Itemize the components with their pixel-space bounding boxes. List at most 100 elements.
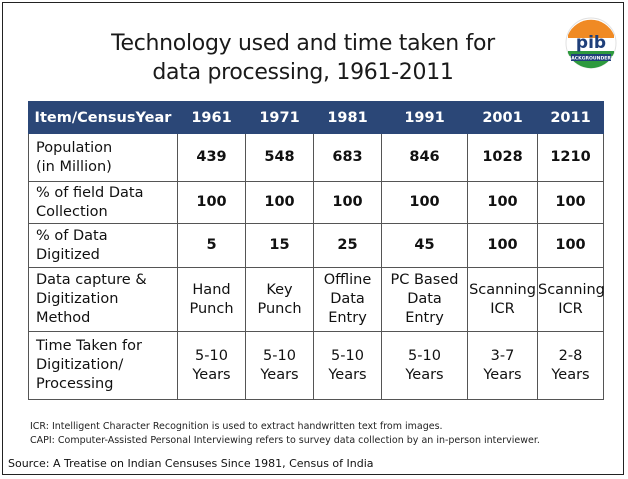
table-cell: 100 xyxy=(381,181,468,224)
cell-line: Key xyxy=(266,281,293,298)
infographic-frame: Technology used and time taken for data … xyxy=(2,2,624,475)
title-line-1: Technology used and time taken for xyxy=(111,31,495,56)
cell-line: 2-8 xyxy=(558,347,583,364)
cell-line: 5-10 xyxy=(195,347,228,364)
header-year: 2011 xyxy=(537,101,604,134)
table-cell: 100 xyxy=(313,181,382,224)
cell-line: 100 xyxy=(332,194,363,210)
header-year: 1971 xyxy=(245,101,314,134)
cell-line: Entry xyxy=(328,310,367,326)
cell-line: ICR xyxy=(490,300,515,317)
footnotes: ICR: Intelligent Character Recognition i… xyxy=(30,420,620,448)
cell-line: 25 xyxy=(337,237,358,253)
row-label-line: Data capture & xyxy=(36,272,147,288)
table-cell: 5-10 Years xyxy=(381,331,468,400)
cell-line: Years xyxy=(260,366,299,383)
row-label: Data capture & Digitization Method xyxy=(28,267,178,332)
table-cell: 100 xyxy=(537,223,604,268)
row-label-line: Method xyxy=(36,310,91,326)
census-table: Item/CensusYear 1961 1971 1981 1991 2001… xyxy=(28,101,605,400)
table-row: Time Taken for Digitization/Processing 5-1… xyxy=(28,331,604,400)
cell-line: 45 xyxy=(414,237,435,253)
row-label-line: Population xyxy=(36,139,113,156)
table-cell: Scanning ICR xyxy=(467,267,538,332)
footnote-icr: ICR: Intelligent Character Recognition i… xyxy=(30,421,443,432)
cell-line: Data xyxy=(330,291,365,307)
table-cell: 100 xyxy=(467,181,538,224)
header-item: Item/CensusYear xyxy=(28,101,178,134)
cell-line: 5-10 xyxy=(263,347,296,364)
cell-line: 5-10 xyxy=(331,347,364,364)
cell-line: Entry xyxy=(405,310,444,326)
cell-line: Punch xyxy=(189,300,234,317)
row-label-line: Processing xyxy=(36,376,114,392)
cell-line: 100 xyxy=(409,194,440,210)
cell-line: 1210 xyxy=(550,149,591,165)
cell-line: Offline xyxy=(323,272,372,288)
cell-line: 100 xyxy=(196,194,227,210)
cell-line: Scanning xyxy=(538,281,605,298)
table-cell: 1028 xyxy=(467,133,538,182)
table-cell: 683 xyxy=(313,133,382,182)
table-cell: 100 xyxy=(177,181,246,224)
row-label: Time Taken for Digitization/Processing xyxy=(28,331,178,400)
cell-line: 5 xyxy=(206,237,217,253)
row-label-line: Time Taken for xyxy=(36,338,142,354)
header-year: 2001 xyxy=(467,101,538,134)
cell-line: 439 xyxy=(196,149,227,165)
table-cell: 15 xyxy=(245,223,314,268)
header-year: 1991 xyxy=(381,101,468,134)
table-cell: 846 xyxy=(381,133,468,182)
header-year: 1961 xyxy=(177,101,246,134)
table-cell: 5-10 Years xyxy=(245,331,314,400)
cell-line: 100 xyxy=(555,194,586,210)
table-cell: 5 xyxy=(177,223,246,268)
table-row: % of Data Digitized 5 15 25 45 100 100 xyxy=(28,223,604,268)
table-cell: Scanning ICR xyxy=(537,267,605,332)
cell-line: 100 xyxy=(487,194,518,210)
table-cell: 100 xyxy=(245,181,314,224)
cell-line: 548 xyxy=(264,149,295,165)
row-label-line: Digitized xyxy=(36,246,100,263)
table-cell: 5-10 Years xyxy=(313,331,382,400)
cell-line: 5-10 xyxy=(408,347,441,364)
cell-line: Years xyxy=(405,366,444,383)
source-note: Source: A Treatise on Indian Censuses Si… xyxy=(8,457,374,470)
table-cell: Key Punch xyxy=(245,267,314,332)
row-label-line: Collection xyxy=(36,203,108,220)
cell-line: Data xyxy=(407,291,442,307)
cell-line: 3-7 xyxy=(490,347,515,364)
cell-line: Years xyxy=(483,366,522,383)
row-label-line: Digitization/ xyxy=(36,357,124,373)
row-label: Population (in Million) xyxy=(28,133,178,182)
cell-line: 100 xyxy=(555,237,586,253)
table-cell: 100 xyxy=(537,181,604,224)
cell-line: Scanning xyxy=(469,281,536,298)
table-row: Data capture & Digitization Method Hand Punc… xyxy=(28,267,605,332)
pib-logo-icon: pib BACKGROUNDERS xyxy=(565,17,617,69)
table-cell: 45 xyxy=(381,223,468,268)
cell-line: 846 xyxy=(409,149,440,165)
table-cell: 5-10 Years xyxy=(177,331,246,400)
table-cell: PC Based Data Entry xyxy=(381,267,468,332)
title-line-2: data processing, 1961-2011 xyxy=(152,60,454,85)
cell-line: 15 xyxy=(269,237,290,253)
table-cell: Hand Punch xyxy=(177,267,246,332)
table-cell: 25 xyxy=(313,223,382,268)
footnote-capi: CAPI: Computer-Assisted Personal Intervi… xyxy=(30,435,540,446)
table-row: Population (in Million) 439 548 683 846 1028 12… xyxy=(28,133,604,182)
cell-line: Years xyxy=(328,366,367,383)
cell-line: 683 xyxy=(332,149,363,165)
cell-line: Hand xyxy=(192,281,231,298)
cell-line: 100 xyxy=(487,237,518,253)
logo-text: pib xyxy=(576,33,606,53)
header-row: Item/CensusYear 1961 1971 1981 1991 2001… xyxy=(28,101,604,134)
row-label-line: % of field Data xyxy=(36,184,144,201)
table-row: % of field Data Collection 100 100 100 100 100… xyxy=(28,181,604,224)
table-cell: Offline Data Entry xyxy=(313,267,382,332)
cell-line: Years xyxy=(551,366,590,383)
cell-line: 100 xyxy=(264,194,295,210)
table-cell: 3-7 Years xyxy=(467,331,538,400)
cell-line: Punch xyxy=(257,300,302,317)
cell-line: ICR xyxy=(558,300,583,317)
